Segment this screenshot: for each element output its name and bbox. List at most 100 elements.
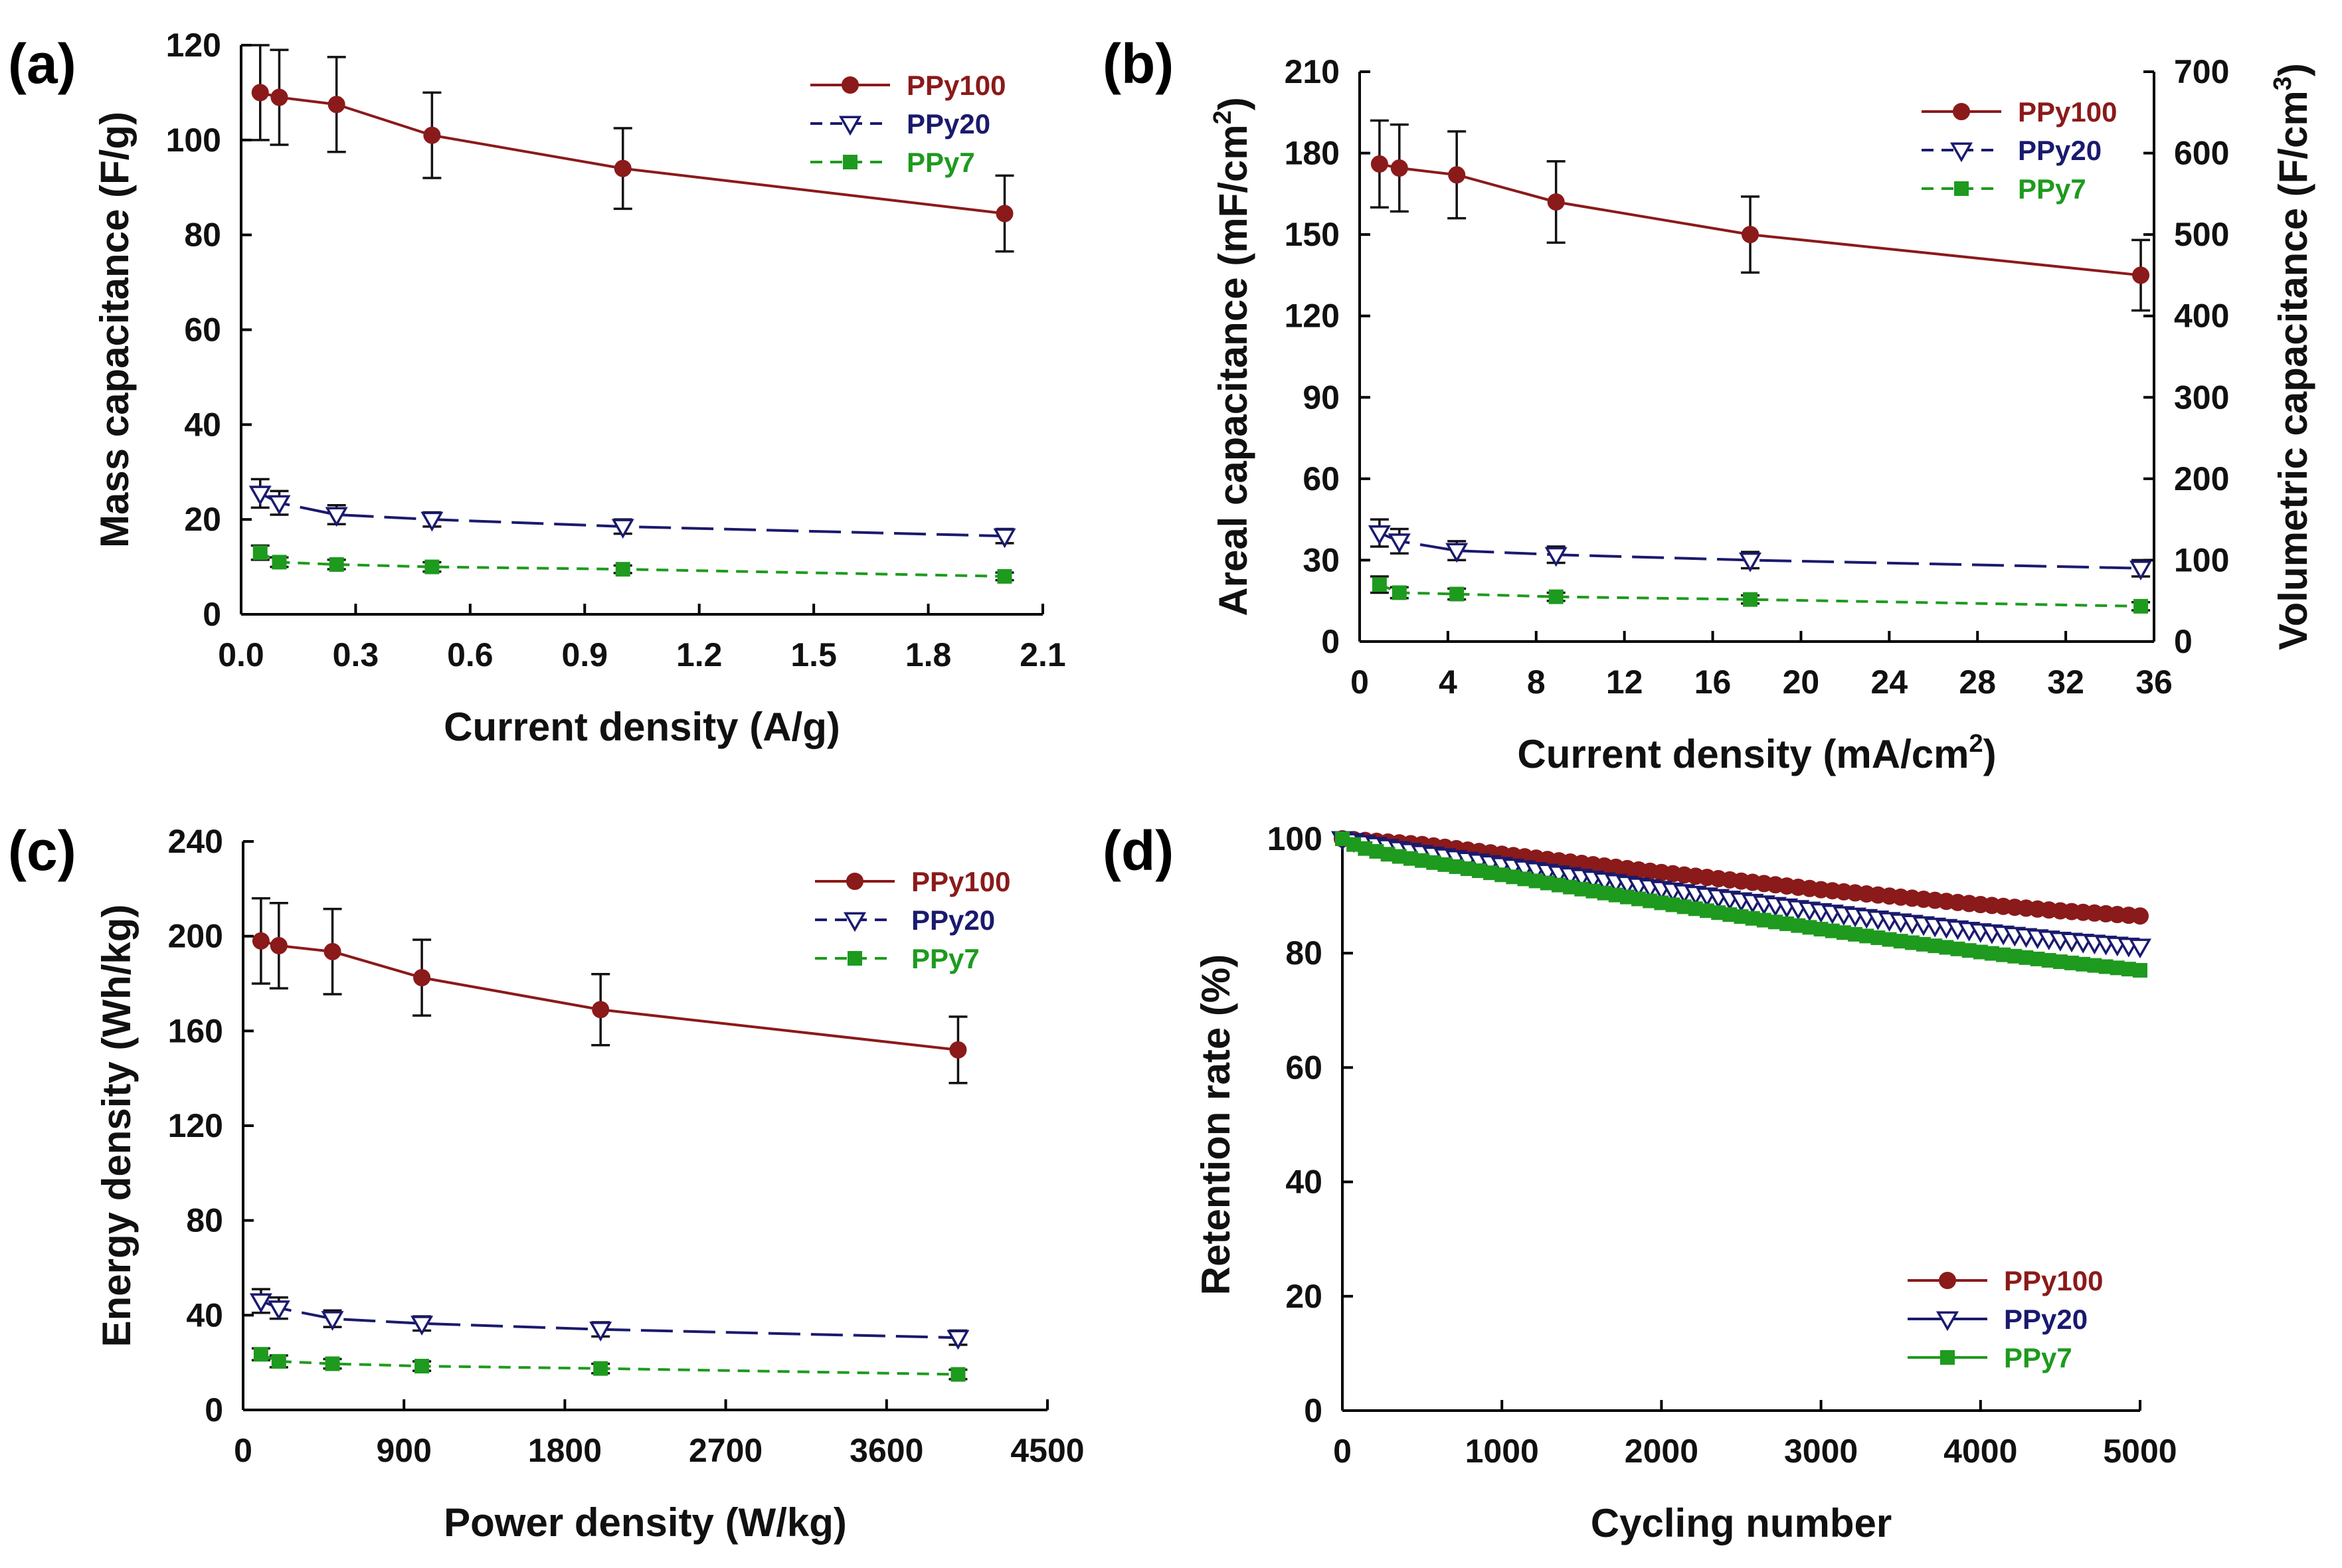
legend: PPy100 PPy20 PPy7 (810, 70, 1006, 178)
data-point (420, 511, 444, 532)
data-point (272, 555, 287, 570)
data-point (321, 1311, 344, 1331)
data-point (1745, 911, 1760, 926)
data-point (327, 96, 345, 114)
data-point (589, 1322, 612, 1342)
data-point (268, 495, 291, 515)
y-tick-label: 40 (186, 1296, 223, 1334)
legend-label: PPy100 (907, 70, 1006, 101)
x-tick-label: 24 (1871, 663, 1908, 701)
data-point (1358, 841, 1373, 856)
y-tick-label: 60 (1285, 1049, 1322, 1086)
legend-marker (1936, 1311, 1959, 1332)
x-tick-label: 4 (1439, 663, 1457, 701)
y2-axis-label-end: ) (2271, 63, 2315, 76)
data-point (1939, 940, 1954, 955)
x-axis-label-main: Current density (mA/cm (1517, 732, 1969, 776)
x-axis-label: Cycling number (1591, 1501, 1892, 1545)
data-point (252, 545, 268, 561)
y-axis-label-main: Energy density (Wh/kg) (94, 905, 139, 1348)
data-point (271, 1353, 286, 1369)
data-point (1734, 909, 1749, 924)
x-tick-label: 0 (1350, 663, 1369, 701)
data-point (2030, 951, 2045, 966)
chart-a: (a) 0.0 0.3 0.6 0.9 1.2 1.5 1.8 2.1 0 20 40 60 80 100 1… (8, 27, 1066, 749)
series-ppy20 (248, 478, 1016, 549)
y2-tick-label: 300 (2174, 379, 2229, 416)
panel-label: (d) (1103, 820, 1174, 882)
x-tick-label: 1.5 (790, 636, 837, 673)
data-point (1665, 897, 1680, 913)
x-axis-label-main: Cycling number (1591, 1501, 1892, 1545)
data-point (1506, 869, 1521, 885)
data-point (414, 1359, 430, 1374)
x-tick-label: 0.3 (333, 636, 379, 673)
panel-label: (c) (8, 820, 76, 882)
data-point (1544, 547, 1568, 567)
data-point (592, 1001, 610, 1019)
data-point (1563, 879, 1578, 895)
x-tick-label: 12 (1606, 663, 1643, 701)
data-point (1619, 889, 1635, 905)
data-point (1893, 934, 1908, 949)
series-ppy7 (1335, 831, 2147, 978)
data-point (423, 126, 441, 144)
data-point (1460, 861, 1475, 877)
y-tick-label: 120 (1285, 298, 1340, 335)
y2-tick-label: 600 (2174, 135, 2229, 172)
data-point (1859, 928, 1874, 944)
x-tick-label: 1.2 (676, 636, 723, 673)
y-tick-label: 100 (166, 122, 221, 159)
legend-label: PPy20 (2004, 1304, 2088, 1335)
data-point (2076, 956, 2091, 972)
data-point (1984, 946, 1999, 961)
data-point (1494, 867, 1510, 883)
legend-marker (843, 912, 867, 932)
data-point (1756, 913, 1771, 928)
data-point (1471, 863, 1486, 879)
y-tick-label: 0 (1304, 1392, 1322, 1429)
legend: PPy100 PPy20 PPy7 (815, 866, 1010, 974)
data-point (1928, 938, 1943, 954)
legend-marker (1940, 1350, 1955, 1365)
marker-trail (1335, 831, 2147, 978)
data-point (251, 84, 269, 102)
y2-tick-label: 0 (2174, 623, 2193, 660)
y-tick-label: 40 (1285, 1164, 1322, 1201)
x-tick-label: 0.6 (447, 636, 494, 673)
series-ppy20 (1368, 518, 2153, 580)
data-point (1904, 935, 1920, 950)
series-line (260, 1300, 958, 1340)
marker-trail (1334, 830, 2149, 925)
x-tick-label: 2700 (689, 1432, 763, 1469)
series-ppy100 (250, 44, 1014, 253)
data-point (1548, 589, 1564, 604)
data-point (413, 969, 431, 987)
y-tick-label: 160 (168, 1012, 223, 1049)
data-point (1369, 843, 1384, 859)
data-point (1767, 915, 1783, 930)
data-point (1392, 585, 1407, 600)
data-point (1916, 936, 1932, 952)
data-point (270, 88, 288, 106)
legend-marker (842, 76, 859, 94)
legend-marker (843, 155, 857, 169)
data-point (1528, 873, 1544, 889)
data-point (2041, 953, 2056, 968)
data-point (615, 562, 630, 577)
data-point (1483, 865, 1498, 881)
data-point (1585, 883, 1601, 899)
y-axis-label: Areal capacitance (mF/cm2) (1209, 97, 1255, 616)
x-tick-label: 5000 (2103, 1433, 2177, 1470)
data-point (1743, 592, 1758, 607)
y-tick-label: 40 (184, 406, 221, 443)
legend-label: PPy7 (911, 943, 980, 974)
x-tick-label: 3000 (1784, 1433, 1858, 1470)
data-point (1739, 552, 1762, 572)
data-point (1779, 916, 1795, 931)
y2-tick-label: 500 (2174, 216, 2229, 253)
data-point (1390, 159, 1408, 177)
data-point (410, 1316, 434, 1336)
legend-marker (1954, 181, 1969, 196)
data-point (1335, 831, 1350, 846)
